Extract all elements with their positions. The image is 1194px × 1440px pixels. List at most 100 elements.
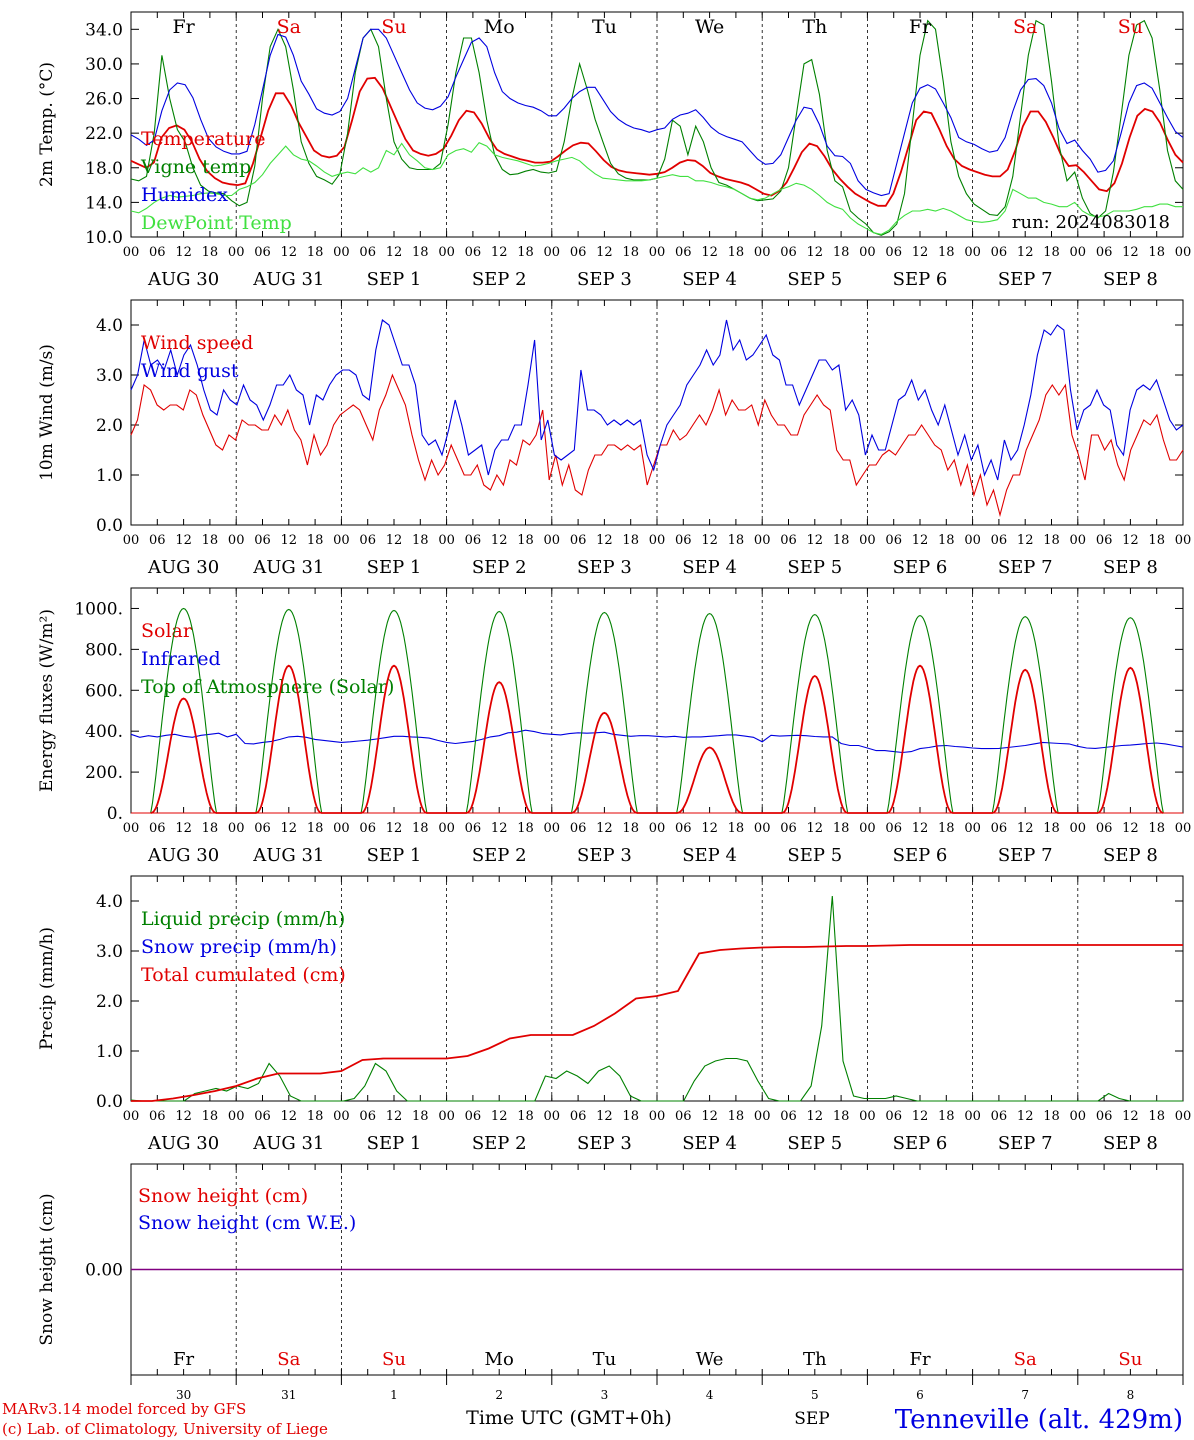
date-label: AUG 30 xyxy=(147,269,219,290)
day-name-label: Su xyxy=(1118,1349,1142,1370)
hour-tick-label: 18 xyxy=(517,533,534,548)
hour-tick-label: 00 xyxy=(438,1109,455,1124)
day-number-label: 6 xyxy=(916,1388,924,1402)
hour-tick-label: 00 xyxy=(859,245,876,260)
hour-tick-label: 12 xyxy=(491,821,508,836)
hour-tick-label: 18 xyxy=(202,533,219,548)
hour-tick-label: 00 xyxy=(859,533,876,548)
day-name-label: Sa xyxy=(1014,1349,1037,1370)
legend-entry: Liquid precip (mm/h) xyxy=(141,908,345,930)
day-number-label: 4 xyxy=(706,1388,714,1402)
y-tick-label: 1.0 xyxy=(96,1042,123,1062)
day-number-label: 1 xyxy=(390,1388,398,1402)
y-axis-label: 10m Wind (m/s) xyxy=(37,344,57,481)
hour-tick-label: 18 xyxy=(728,533,745,548)
hour-tick-label: 06 xyxy=(254,245,271,260)
hour-tick-label: 12 xyxy=(912,1109,929,1124)
hour-tick-label: 06 xyxy=(149,533,166,548)
hour-tick-label: 12 xyxy=(491,245,508,260)
legend-entry: Total cumulated (cm) xyxy=(141,964,346,986)
hour-tick-label: 00 xyxy=(649,1109,666,1124)
y-tick-label: 14.0 xyxy=(85,193,123,213)
hour-tick-label: 12 xyxy=(1017,245,1034,260)
hour-tick-label: 12 xyxy=(596,821,613,836)
hour-tick-label: 12 xyxy=(1122,533,1139,548)
day-name-label: We xyxy=(696,1349,724,1370)
day-name-label: Th xyxy=(802,16,827,38)
hour-tick-label: 12 xyxy=(175,821,192,836)
hour-tick-label: 18 xyxy=(202,821,219,836)
y-axis-label: Snow height (cm) xyxy=(37,1193,57,1345)
hour-tick-label: 18 xyxy=(938,1109,955,1124)
y-tick-label: 2.0 xyxy=(96,992,123,1012)
date-label: SEP 8 xyxy=(1103,269,1158,290)
hour-tick-label: 18 xyxy=(833,1109,850,1124)
hour-tick-label: 12 xyxy=(912,245,929,260)
hour-tick-label: 00 xyxy=(649,245,666,260)
hour-tick-label: 12 xyxy=(175,1109,192,1124)
y-tick-label: 600. xyxy=(85,681,123,701)
series-line-liquid-precip-mm-h xyxy=(130,895,1183,1102)
hour-tick-label: 06 xyxy=(465,821,482,836)
hour-tick-label: 06 xyxy=(465,533,482,548)
y-tick-label: 10.0 xyxy=(85,228,123,248)
hour-tick-label: 00 xyxy=(649,533,666,548)
legend-entry: Temperature xyxy=(141,128,265,150)
date-label: SEP 5 xyxy=(787,269,842,290)
day-name-label: Fr xyxy=(909,1349,930,1370)
date-label: SEP 7 xyxy=(998,557,1053,578)
legend-entry: Snow height (cm W.E.) xyxy=(138,1212,356,1234)
legend-entry: DewPoint Temp xyxy=(141,212,292,234)
hour-tick-label: 12 xyxy=(701,1109,718,1124)
hour-tick-label: 12 xyxy=(1122,1109,1139,1124)
location-label: Tenneville (alt. 429m) xyxy=(895,1405,1183,1435)
y-tick-label: 34.0 xyxy=(85,20,123,40)
day-name-label: Sa xyxy=(277,16,301,38)
hour-tick-label: 12 xyxy=(807,1109,824,1124)
hour-tick-label: 12 xyxy=(281,821,298,836)
day-number-label: 3 xyxy=(601,1388,609,1402)
date-label: SEP 4 xyxy=(682,557,737,578)
day-name-label: Fr xyxy=(172,16,195,38)
hour-tick-label: 00 xyxy=(964,245,981,260)
date-label: SEP 7 xyxy=(998,845,1053,866)
hour-tick-label: 06 xyxy=(885,1109,902,1124)
hour-tick-label: 00 xyxy=(754,533,771,548)
hour-tick-label: 18 xyxy=(938,821,955,836)
hour-tick-label: 18 xyxy=(1043,245,1060,260)
legend-entry: Wind gust xyxy=(141,360,239,382)
hour-tick-label: 06 xyxy=(570,245,587,260)
day-name-label: Su xyxy=(382,1349,406,1370)
date-label: AUG 30 xyxy=(147,845,219,866)
hour-tick-label: 12 xyxy=(596,245,613,260)
hour-tick-label: 18 xyxy=(307,1109,324,1124)
legend-entry: Top of Atmosphere (Solar) xyxy=(141,676,394,698)
hour-tick-label: 06 xyxy=(1096,245,1113,260)
hour-tick-label: 12 xyxy=(912,533,929,548)
y-tick-label: 200. xyxy=(85,763,123,783)
series-line-total-cumulated-cm xyxy=(131,944,1183,1102)
y-tick-label: 26.0 xyxy=(85,90,123,110)
hour-tick-label: 12 xyxy=(281,533,298,548)
hour-tick-label: 06 xyxy=(991,533,1008,548)
date-label: SEP 6 xyxy=(893,1133,948,1154)
date-label: SEP 1 xyxy=(367,269,422,290)
day-name-label: Fr xyxy=(173,1349,194,1370)
hour-tick-label: 12 xyxy=(912,821,929,836)
panel-2 xyxy=(130,299,1184,526)
panel-3 xyxy=(130,587,1184,814)
hour-tick-label: 06 xyxy=(570,821,587,836)
legend-entry: Snow height (cm) xyxy=(138,1185,308,1207)
run-label: run: 2024083018 xyxy=(1012,212,1170,233)
date-label: AUG 30 xyxy=(147,557,219,578)
hour-tick-label: 12 xyxy=(596,533,613,548)
hour-tick-label: 18 xyxy=(307,245,324,260)
hour-tick-label: 00 xyxy=(438,245,455,260)
hour-tick-label: 18 xyxy=(833,533,850,548)
hour-tick-label: 00 xyxy=(1175,821,1192,836)
y-tick-label: 800. xyxy=(85,640,123,660)
hour-tick-label: 00 xyxy=(228,533,245,548)
date-label: SEP 8 xyxy=(1103,557,1158,578)
y-axis-label: Precip (mm/h) xyxy=(37,927,57,1050)
